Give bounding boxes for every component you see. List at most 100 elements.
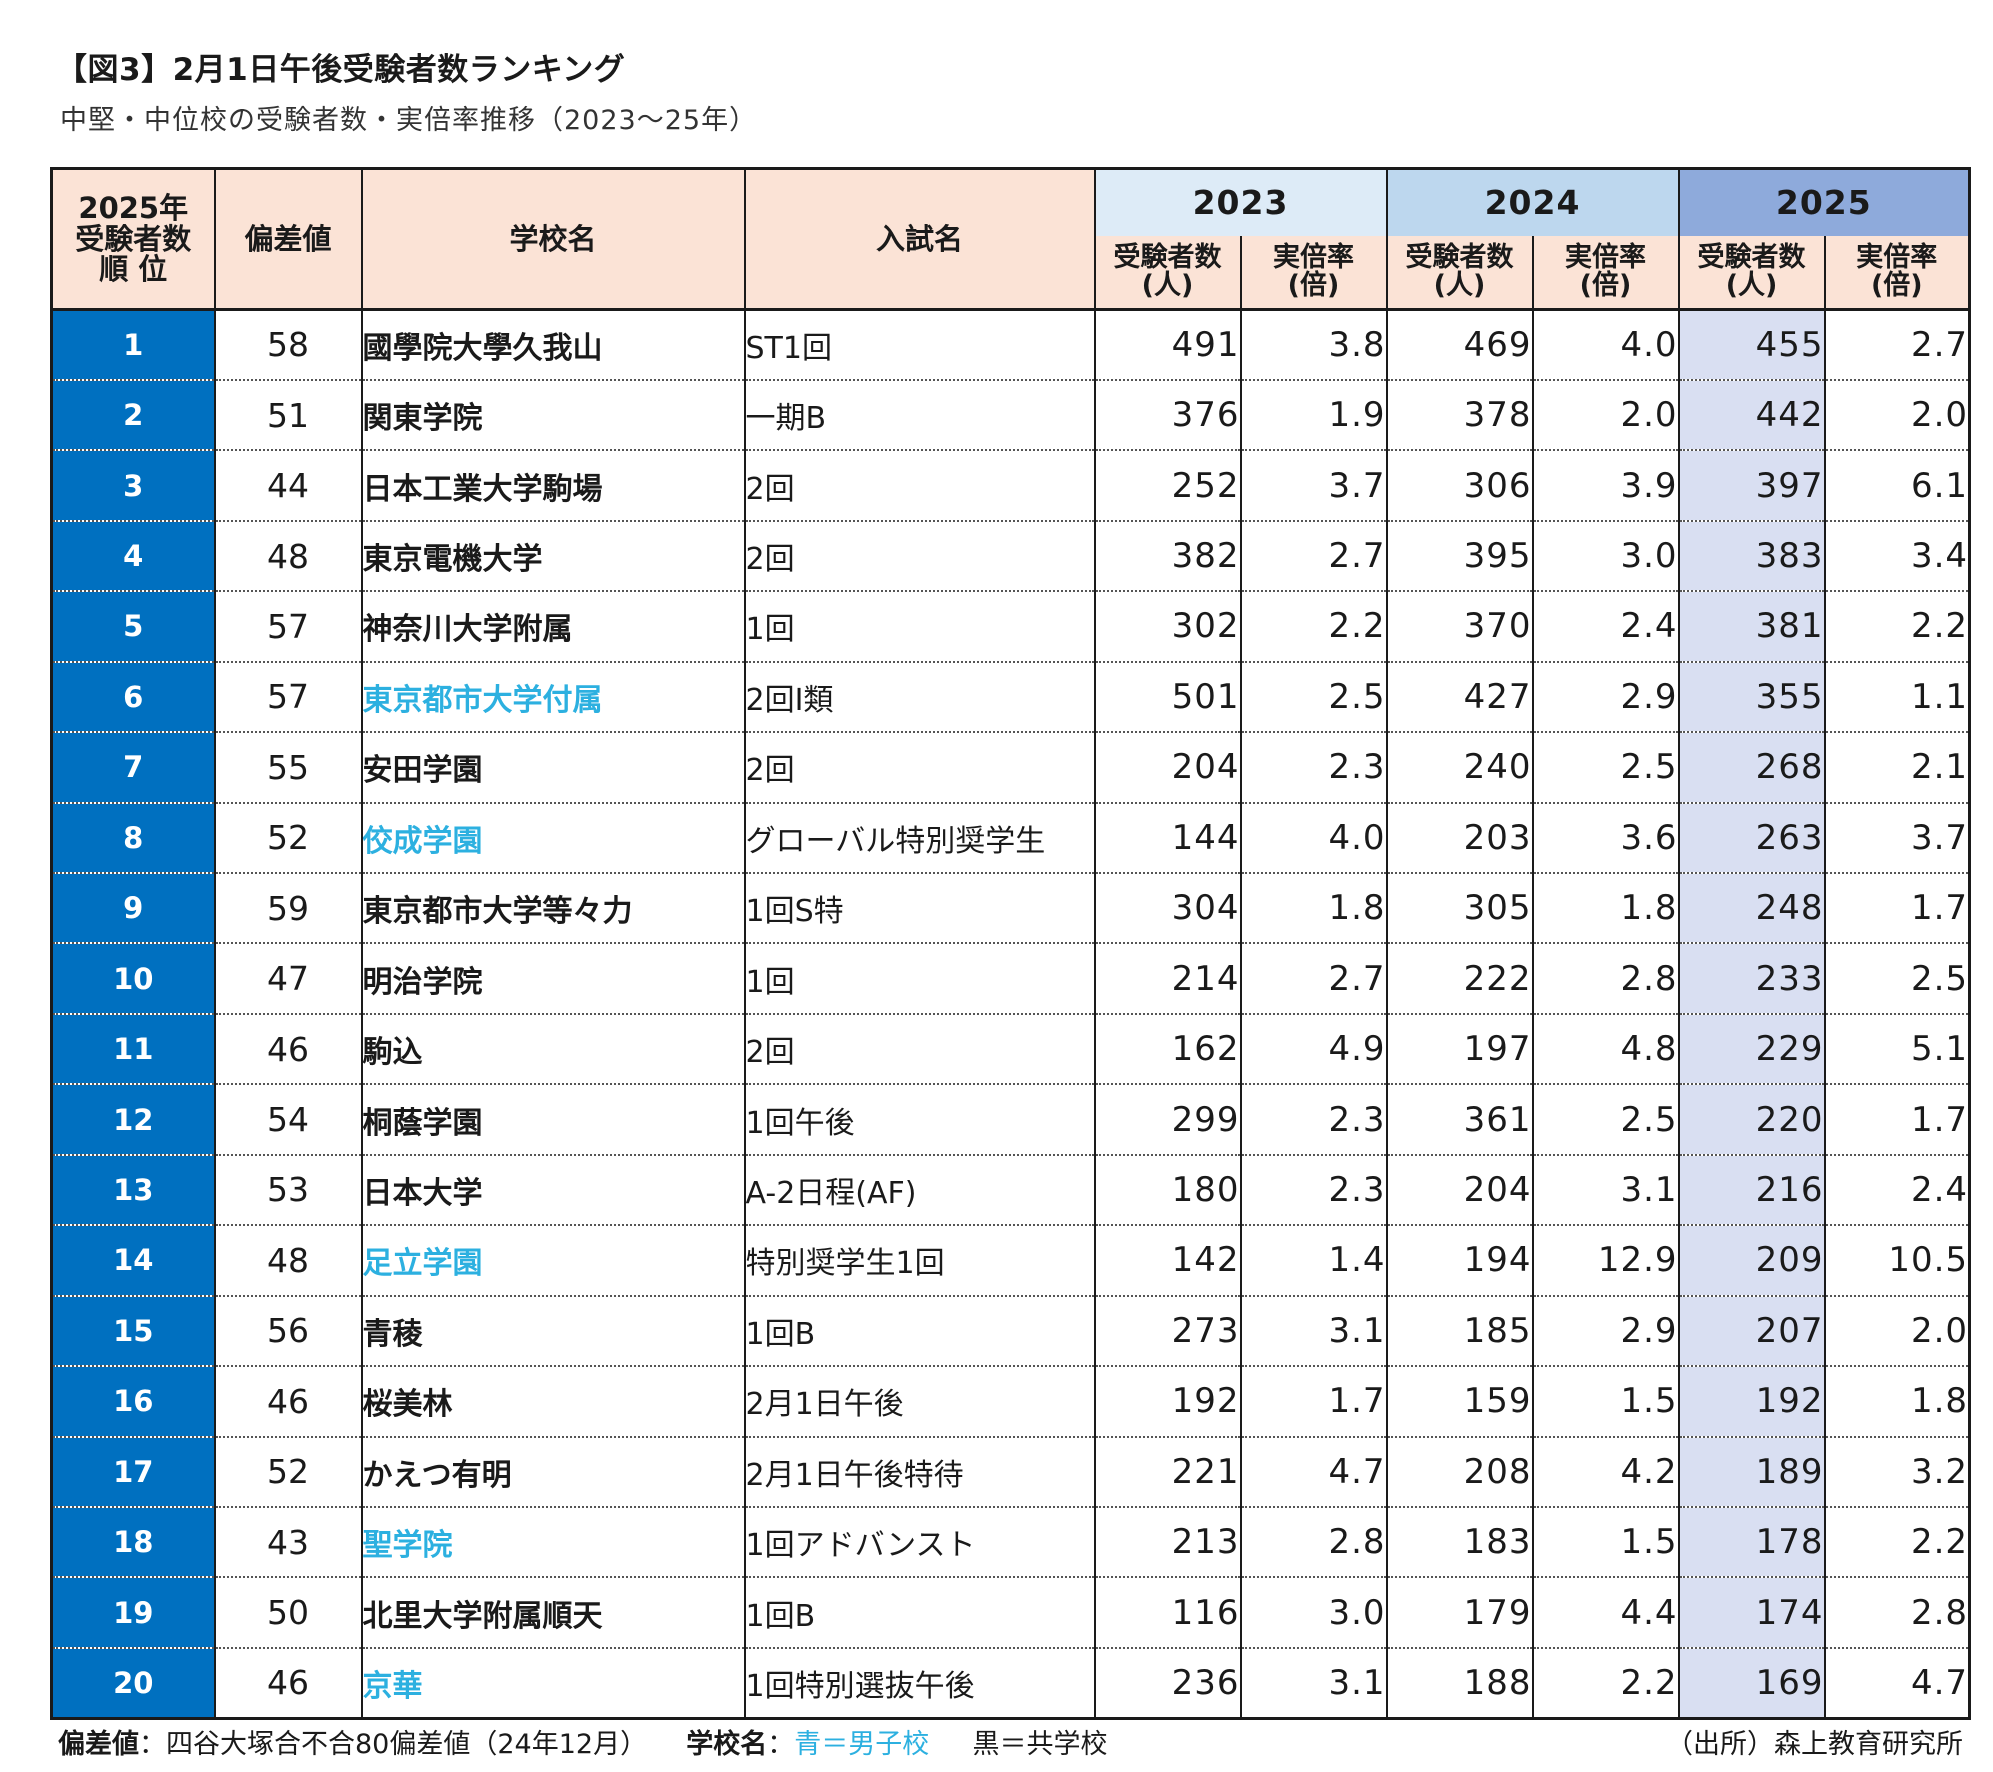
exam-name-cell: 1回午後	[743, 1084, 1096, 1155]
rank-cell: 9	[50, 873, 216, 944]
applicants-2024-cell: 469	[1385, 309, 1534, 380]
header-exam: 入試名	[743, 168, 1096, 310]
school-name-cell: 桜美林	[360, 1366, 746, 1437]
deviation-cell: 48	[213, 1225, 363, 1296]
applicants-2024-cell: 370	[1385, 591, 1534, 662]
exam-name-cell: 2回	[743, 1013, 1096, 1085]
footer-school-colon: ：	[767, 1729, 795, 1760]
table-row: 17 52 かえつ有明 2月1日午後特待 221 4.7 208 4.2 189 3.2	[50, 1436, 1971, 1507]
deviation-cell: 57	[213, 591, 363, 662]
header-ratio-2023: 実倍率 (倍)	[1239, 236, 1388, 310]
school-name-cell: 関東学院	[360, 379, 746, 451]
applicants-2023-cell: 304	[1093, 873, 1242, 944]
school-name-cell: 日本大学	[360, 1154, 746, 1226]
table-body: 1 58 國學院大學久我山 ST1回 491 3.8 469 4.0 455 2.7 2 51 関東学院…	[50, 309, 1971, 1719]
applicants-2024-cell: 185	[1385, 1295, 1534, 1367]
table-row: 9 59 東京都市大学等々力 1回S特 304 1.8 305 1.8 248 1.7	[50, 873, 1971, 944]
rank-cell: 10	[50, 943, 216, 1014]
footer-legend: 偏差値：四谷大塚合不合80偏差値（24年12月） 学校名：青＝男子校 黒＝共学校	[58, 1722, 1107, 1761]
ratio-2025-cell: 3.7	[1823, 802, 1971, 873]
school-name-cell: 北里大学附属順天	[360, 1577, 746, 1648]
applicants-2023-cell: 213	[1093, 1506, 1242, 1578]
applicants-2024-cell: 378	[1385, 379, 1534, 451]
school-name-cell: 國學院大學久我山	[360, 309, 746, 380]
table-row: 16 46 桜美林 2月1日午後 192 1.7 159 1.5 192 1.8	[50, 1366, 1971, 1437]
exam-name-cell: A-2日程(AF)	[743, 1154, 1096, 1226]
header-school: 学校名	[360, 168, 746, 310]
header-year-2025: 2025	[1677, 168, 1971, 236]
applicants-2025-cell: 381	[1677, 591, 1826, 662]
applicants-2024-cell: 395	[1385, 520, 1534, 592]
rank-cell: 18	[50, 1506, 216, 1578]
footer-coed-legend: 黒＝共学校	[972, 1729, 1108, 1760]
ratio-2024-cell: 3.6	[1531, 802, 1680, 873]
ratio-2025-cell: 1.7	[1823, 873, 1971, 944]
header-rank: 2025年 受験者数 順 位	[50, 168, 216, 310]
ratio-2024-cell: 3.1	[1531, 1154, 1680, 1226]
ratio-2023-cell: 1.7	[1239, 1366, 1388, 1437]
deviation-cell: 48	[213, 520, 363, 592]
ratio-2024-cell: 3.9	[1531, 450, 1680, 521]
rank-cell: 1	[50, 309, 216, 380]
footer-deviation-text: ：四谷大塚合不合80偏差値（24年12月）	[139, 1729, 648, 1760]
applicants-2024-cell: 240	[1385, 732, 1534, 803]
applicants-2024-cell: 208	[1385, 1436, 1534, 1507]
exam-name-cell: グローバル特別奨学生	[743, 802, 1096, 873]
exam-name-cell: 1回B	[743, 1577, 1096, 1648]
table-row: 18 43 聖学院 1回アドバンスト 213 2.8 183 1.5 178 2.2	[50, 1506, 1971, 1578]
school-name-cell: 聖学院	[360, 1506, 746, 1578]
school-name-cell: 青稜	[360, 1295, 746, 1367]
deviation-cell: 52	[213, 802, 363, 873]
header-ratio-2025: 実倍率 (倍)	[1823, 236, 1971, 310]
figure-title: 【図3】2月1日午後受験者数ランキング	[56, 52, 626, 88]
deviation-cell: 43	[213, 1506, 363, 1578]
deviation-cell: 59	[213, 873, 363, 944]
ratio-2024-cell: 3.0	[1531, 520, 1680, 592]
applicants-2023-cell: 192	[1093, 1366, 1242, 1437]
ratio-2023-cell: 1.9	[1239, 379, 1388, 451]
rank-cell: 14	[50, 1225, 216, 1296]
applicants-2024-cell: 194	[1385, 1225, 1534, 1296]
exam-name-cell: 2回	[743, 520, 1096, 592]
ratio-2023-cell: 2.7	[1239, 520, 1388, 592]
deviation-cell: 55	[213, 732, 363, 803]
table-row: 12 54 桐蔭学園 1回午後 299 2.3 361 2.5 220 1.7	[50, 1084, 1971, 1155]
school-name-cell: 東京電機大学	[360, 520, 746, 592]
ratio-2024-cell: 1.5	[1531, 1506, 1680, 1578]
school-name-cell: 東京都市大学付属	[360, 661, 746, 733]
exam-name-cell: 1回アドバンスト	[743, 1506, 1096, 1578]
ratio-2023-cell: 2.5	[1239, 661, 1388, 733]
applicants-2024-cell: 222	[1385, 943, 1534, 1014]
applicants-2023-cell: 273	[1093, 1295, 1242, 1367]
deviation-cell: 50	[213, 1577, 363, 1648]
ratio-2025-cell: 3.4	[1823, 520, 1971, 592]
ratio-2024-cell: 2.9	[1531, 1295, 1680, 1367]
deviation-cell: 54	[213, 1084, 363, 1155]
applicants-2023-cell: 302	[1093, 591, 1242, 662]
applicants-2024-cell: 204	[1385, 1154, 1534, 1226]
applicants-2025-cell: 268	[1677, 732, 1826, 803]
exam-name-cell: 2回	[743, 450, 1096, 521]
table-row: 3 44 日本工業大学駒場 2回 252 3.7 306 3.9 397 6.1	[50, 450, 1971, 521]
exam-name-cell: 1回特別選抜午後	[743, 1647, 1096, 1719]
table-row: 8 52 佼成学園 グローバル特別奨学生 144 4.0 203 3.6 263 3.7	[50, 802, 1971, 873]
exam-name-cell: ST1回	[743, 309, 1096, 380]
ratio-2025-cell: 5.1	[1823, 1013, 1971, 1085]
deviation-cell: 44	[213, 450, 363, 521]
exam-name-cell: 2月1日午後	[743, 1366, 1096, 1437]
ratio-2024-cell: 4.0	[1531, 309, 1680, 380]
rank-cell: 8	[50, 802, 216, 873]
ratio-2023-cell: 1.8	[1239, 873, 1388, 944]
applicants-2025-cell: 355	[1677, 661, 1826, 733]
applicants-2024-cell: 188	[1385, 1647, 1534, 1719]
applicants-2023-cell: 491	[1093, 309, 1242, 380]
exam-name-cell: 1回	[743, 591, 1096, 662]
ratio-2025-cell: 2.2	[1823, 591, 1971, 662]
rank-cell: 11	[50, 1013, 216, 1085]
exam-name-cell: 一期B	[743, 379, 1096, 451]
table-row: 19 50 北里大学附属順天 1回B 116 3.0 179 4.4 174 2.8	[50, 1577, 1971, 1648]
applicants-2025-cell: 192	[1677, 1366, 1826, 1437]
applicants-2025-cell: 248	[1677, 873, 1826, 944]
applicants-2025-cell: 174	[1677, 1577, 1826, 1648]
school-name-cell: 駒込	[360, 1013, 746, 1085]
